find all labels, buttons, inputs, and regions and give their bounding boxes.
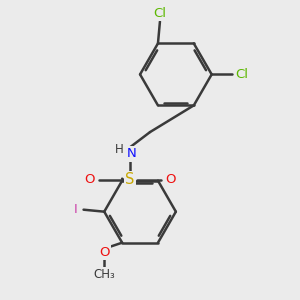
Text: O: O (84, 173, 95, 186)
Text: Cl: Cl (153, 7, 167, 20)
Text: I: I (74, 203, 77, 216)
Text: Cl: Cl (236, 68, 248, 81)
Text: O: O (165, 173, 176, 186)
Text: H: H (115, 143, 124, 156)
Text: S: S (125, 172, 135, 187)
Text: CH₃: CH₃ (93, 268, 115, 281)
Text: O: O (99, 246, 110, 259)
Text: N: N (127, 148, 137, 160)
